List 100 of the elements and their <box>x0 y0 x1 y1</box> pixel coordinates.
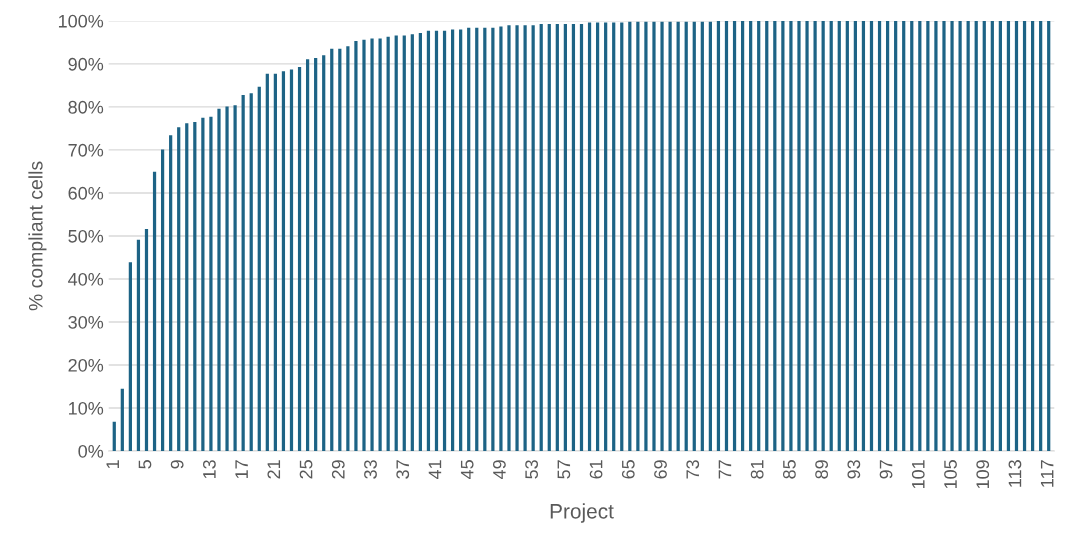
bar <box>555 23 559 451</box>
x-tick-label: 37 <box>396 460 410 479</box>
bar <box>314 57 318 451</box>
y-tick-label: 100% <box>58 14 104 28</box>
bar <box>426 30 431 451</box>
bar <box>273 73 277 451</box>
bar <box>958 20 962 451</box>
bar <box>885 20 890 451</box>
bar <box>434 30 439 451</box>
bar <box>136 239 141 451</box>
x-tick-label: 49 <box>493 460 506 479</box>
bar <box>740 20 745 451</box>
bar <box>966 20 970 451</box>
bar <box>241 94 245 451</box>
bar <box>877 20 882 451</box>
x-tick-label: 13 <box>203 460 216 479</box>
bar <box>942 20 946 451</box>
x-tick-label: 65 <box>621 460 635 479</box>
bar <box>861 20 866 451</box>
bar <box>910 20 914 451</box>
y-tick-label: 80% <box>68 100 104 114</box>
bar <box>604 22 608 451</box>
bar <box>668 21 672 451</box>
bar <box>547 23 551 451</box>
bar <box>571 23 576 451</box>
bar <box>628 21 632 451</box>
bar <box>821 20 825 451</box>
bar <box>724 20 729 451</box>
bar <box>233 105 237 451</box>
bar <box>362 39 366 451</box>
bar <box>450 29 455 451</box>
bar <box>128 262 132 451</box>
x-tick-label: 33 <box>364 460 377 479</box>
y-tick-label: 50% <box>68 229 104 243</box>
bar <box>120 388 124 451</box>
bar <box>797 20 801 451</box>
bar <box>869 20 874 451</box>
bar <box>660 21 664 451</box>
bar <box>1030 20 1035 451</box>
x-tick-label: 69 <box>654 460 667 479</box>
bar <box>982 20 986 451</box>
bar <box>773 20 777 451</box>
bar <box>144 229 149 451</box>
x-tick-label: 93 <box>847 460 861 479</box>
bar <box>402 35 406 451</box>
bar <box>346 46 350 451</box>
bar <box>386 36 390 451</box>
bar <box>716 20 721 451</box>
bar <box>757 20 761 451</box>
bar <box>217 108 221 451</box>
bar <box>249 93 253 451</box>
bar <box>563 23 567 451</box>
bar <box>152 171 157 451</box>
bar <box>112 421 116 451</box>
bar <box>644 21 648 451</box>
bar <box>894 20 898 451</box>
bar <box>305 59 310 451</box>
x-tick-label: 61 <box>589 460 603 479</box>
y-axis-title: % compliant cells <box>28 161 47 311</box>
bar <box>160 149 165 451</box>
y-tick-label: 10% <box>69 401 104 415</box>
bar <box>579 23 584 451</box>
bar <box>322 55 326 451</box>
bar <box>1006 20 1011 451</box>
bar <box>209 116 213 451</box>
x-axis-title: Project <box>550 503 614 523</box>
bar <box>442 30 447 451</box>
bar <box>1047 20 1051 451</box>
bar <box>330 48 334 451</box>
x-tick-label: 17 <box>235 460 248 479</box>
bar <box>918 20 922 451</box>
bar <box>676 21 680 451</box>
bar <box>475 27 479 451</box>
bar <box>612 22 616 451</box>
bar <box>789 20 793 451</box>
bar <box>781 20 785 451</box>
x-tick-label: 109 <box>976 460 990 489</box>
x-tick-label: 85 <box>783 460 796 479</box>
bar <box>201 117 205 451</box>
bar <box>467 27 471 451</box>
x-tick-label: 9 <box>170 460 184 469</box>
x-tick-label: 53 <box>525 460 538 479</box>
bar <box>289 69 294 451</box>
x-tick-label: 89 <box>815 460 828 479</box>
bar <box>507 25 511 451</box>
bar <box>281 71 286 451</box>
bar <box>837 20 841 451</box>
bar <box>998 20 1002 451</box>
x-tick-label: 5 <box>138 460 152 469</box>
bar <box>684 21 688 451</box>
x-tick-label: 45 <box>460 460 474 479</box>
bar <box>692 21 696 451</box>
bar <box>813 20 817 451</box>
bar <box>499 26 503 451</box>
bar <box>587 22 592 451</box>
bar <box>1014 20 1019 451</box>
bar <box>410 34 414 451</box>
x-tick-label: 73 <box>686 460 700 479</box>
bar <box>177 127 181 451</box>
bar <box>378 38 382 451</box>
